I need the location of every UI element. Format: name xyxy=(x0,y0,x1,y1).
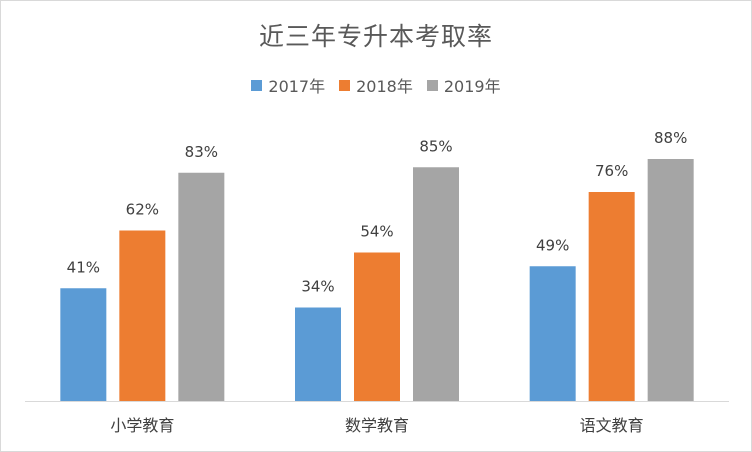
bar-3-series-3 xyxy=(647,159,694,401)
data-label-1-series-2: 62% xyxy=(126,201,159,219)
data-label-1-series-3: 83% xyxy=(185,143,218,161)
legend-label-2019: 2019年 xyxy=(443,77,501,96)
data-label-1-series-1: 41% xyxy=(67,258,100,276)
legend-swatch-2019 xyxy=(426,79,438,91)
bar-1-series-3 xyxy=(178,172,225,401)
data-label-3-series-2: 76% xyxy=(595,162,628,180)
data-label-2-series-2: 54% xyxy=(360,223,393,241)
legend-swatch-2017 xyxy=(251,79,263,91)
bar-1-series-2 xyxy=(119,230,166,401)
data-label-2-series-3: 85% xyxy=(419,137,452,155)
bar-2-series-2 xyxy=(354,252,400,401)
legend-item-2017: 2017年 xyxy=(251,73,325,97)
legend-swatch-2018 xyxy=(339,79,351,91)
bar-2-series-1 xyxy=(295,307,341,401)
data-label-3-series-1: 49% xyxy=(536,236,569,254)
bar-1-series-1 xyxy=(60,288,107,401)
legend-item-2018: 2018年 xyxy=(339,73,413,97)
bar-3-series-1 xyxy=(529,266,576,401)
category-label-1: 小学教育 xyxy=(110,416,174,435)
bar-2-series-3 xyxy=(413,167,459,401)
legend-item-2019: 2019年 xyxy=(426,73,501,97)
legend: 2017年 2018年 2019年 xyxy=(1,73,751,97)
data-label-3-series-3: 88% xyxy=(654,129,687,147)
legend-label-2017: 2017年 xyxy=(268,77,326,96)
category-label-2: 数学教育 xyxy=(345,416,409,435)
data-label-2-series-1: 34% xyxy=(301,278,334,296)
legend-label-2018: 2018年 xyxy=(356,77,413,96)
category-label-3: 语文教育 xyxy=(580,416,644,435)
bar-3-series-2 xyxy=(588,192,635,401)
chart-title: 近三年专升本考取率 xyxy=(258,22,493,51)
